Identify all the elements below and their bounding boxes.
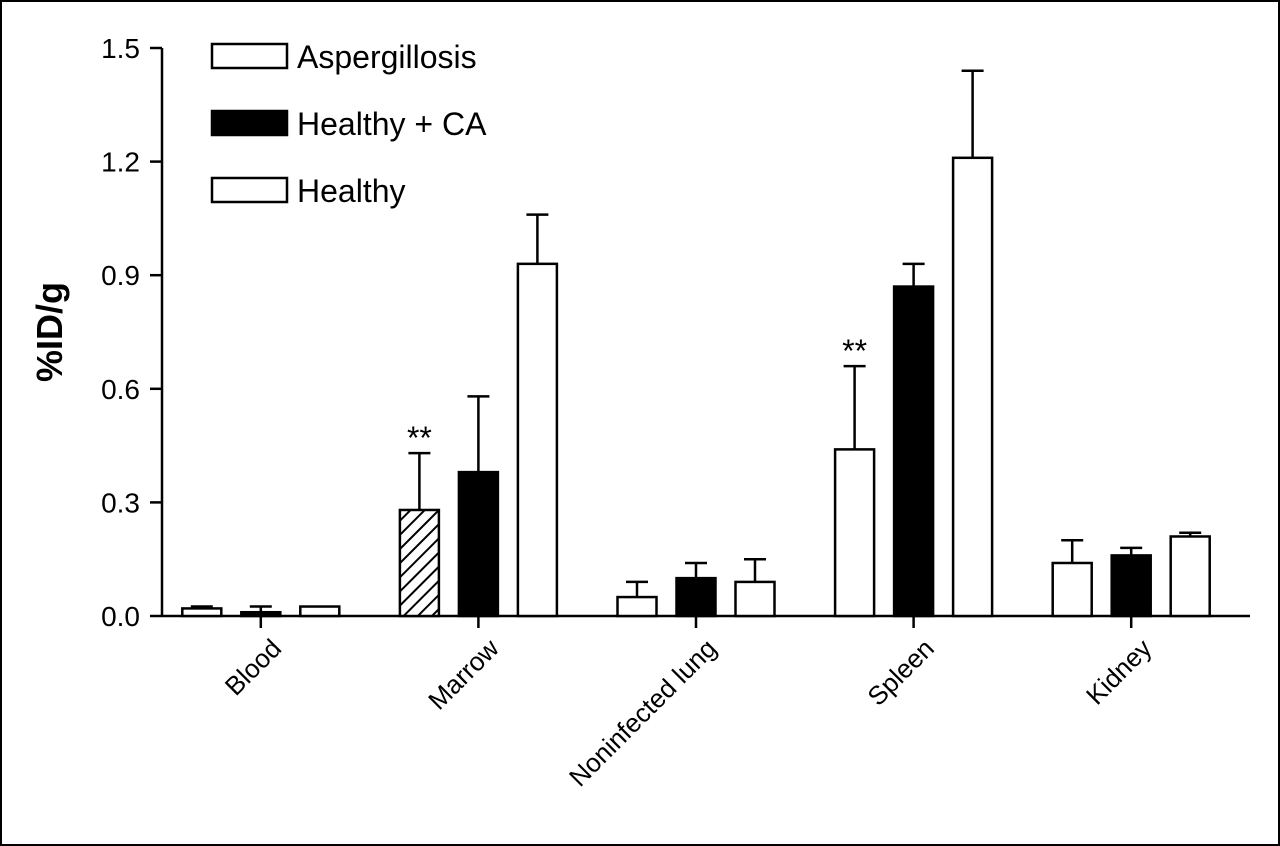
y-tick-label: 1.5 [101, 33, 140, 64]
legend-label: Healthy [297, 173, 406, 209]
bar [1110, 554, 1152, 618]
bar [1169, 535, 1211, 618]
bar [616, 595, 658, 618]
bar [457, 470, 500, 618]
legend-swatch [210, 109, 289, 137]
bar [240, 610, 282, 618]
significance-annotation: ** [842, 333, 867, 369]
legend-label: Aspergillosis [297, 39, 477, 75]
bar [892, 285, 935, 618]
bar [181, 607, 223, 618]
y-tick-label: 0.6 [101, 374, 140, 405]
y-tick-label: 0.3 [101, 487, 140, 518]
bar [398, 508, 441, 618]
y-axis-label: %ID/g [29, 282, 70, 382]
y-tick-label: 1.2 [101, 147, 140, 178]
bar [833, 448, 876, 618]
bar [1051, 561, 1093, 618]
y-tick-label: 0.0 [101, 601, 140, 632]
legend-swatch [210, 42, 289, 70]
bar [675, 576, 717, 618]
bar [951, 156, 994, 618]
legend-label: Healthy + CA [297, 106, 487, 142]
significance-annotation: ** [407, 420, 432, 456]
y-tick-label: 0.9 [101, 260, 140, 291]
bar [734, 580, 776, 618]
bar [516, 262, 559, 618]
legend-swatch [210, 176, 289, 204]
bar [299, 605, 341, 618]
